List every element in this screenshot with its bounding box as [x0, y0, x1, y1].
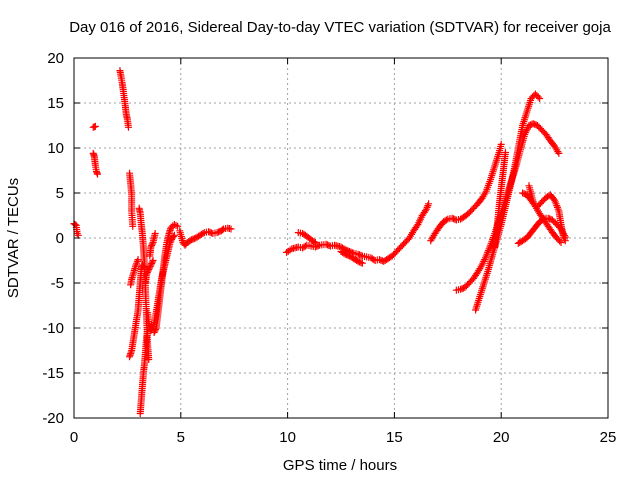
x-axis-label: GPS time / hours: [283, 457, 397, 474]
data-segment: [472, 90, 544, 314]
x-tick-label: 0: [70, 429, 78, 446]
data-point-marker: [199, 230, 207, 237]
data-point-marker: [442, 216, 450, 224]
data-segment: [126, 169, 137, 230]
data-segment: [126, 261, 148, 361]
data-point-marker: [529, 198, 537, 206]
data-point-marker: [538, 215, 546, 223]
data-segment: [534, 191, 569, 245]
y-tick-label: -15: [42, 365, 64, 382]
data-point-marker: [145, 356, 153, 363]
data-segment: [427, 140, 505, 245]
data-point-marker: [148, 260, 156, 267]
data-segment: [116, 67, 132, 131]
data-point-marker: [497, 140, 505, 148]
data-point-marker: [557, 239, 565, 246]
y-tick-label: -20: [42, 410, 64, 427]
data-segment: [283, 200, 433, 265]
data-point-marker: [148, 240, 156, 248]
data-point-marker: [143, 269, 151, 276]
data-point-marker: [218, 226, 226, 234]
data-segment: [89, 122, 99, 131]
data-segment: [294, 229, 319, 246]
data-point-marker: [311, 239, 319, 246]
y-tick-label: -5: [51, 275, 64, 292]
data-point-marker: [134, 256, 142, 264]
data-segment: [89, 149, 101, 178]
data-point-marker: [425, 200, 433, 208]
data-point-marker: [145, 264, 153, 272]
data-point-marker: [147, 261, 155, 269]
data-point-marker: [534, 93, 542, 101]
y-tick-label: 0: [56, 230, 64, 247]
data-point-marker: [129, 222, 137, 230]
data-segment: [146, 230, 159, 260]
y-tick-label: -10: [42, 320, 64, 337]
data-point-marker: [144, 267, 152, 275]
data-segment: [176, 224, 235, 249]
data-point-marker: [536, 95, 544, 102]
y-axis-label: SDTVAR / TECUs: [5, 178, 22, 298]
data-point-marker: [152, 326, 160, 333]
data-point-marker: [148, 242, 156, 249]
x-tick-label: 5: [177, 429, 185, 446]
y-tick-label: 20: [47, 50, 64, 67]
data-segment: [491, 149, 509, 251]
x-tick-label: 20: [493, 429, 510, 446]
data-point-marker: [124, 123, 132, 131]
y-tick-label: 5: [56, 185, 64, 202]
data-segment: [525, 182, 537, 206]
data-point-marker: [148, 258, 156, 266]
data-point-marker: [93, 170, 101, 178]
data-point-marker: [174, 222, 182, 230]
y-tick-label: 15: [47, 95, 64, 112]
data-point-marker: [227, 225, 235, 233]
chart-title: Day 016 of 2016, Sidereal Day-to-day VTE…: [69, 19, 611, 36]
data-segment: [142, 257, 157, 287]
data-point-marker: [91, 122, 99, 130]
data-point-marker: [146, 263, 154, 270]
data-layer: [70, 67, 569, 417]
tick-layer: 0 5 10 15 20 25 -20 -15 -10 -5 0 5 10 15 20: [42, 50, 616, 446]
data-point-marker: [151, 230, 159, 237]
data-segment: [337, 248, 366, 267]
grid-layer: [74, 58, 608, 418]
data-point-marker: [151, 327, 159, 335]
data-point-marker: [147, 243, 155, 251]
data-point-marker: [149, 257, 157, 264]
data-point-marker: [310, 238, 318, 246]
data-point-marker: [501, 149, 509, 156]
x-tick-label: 15: [386, 429, 403, 446]
x-tick-label: 10: [279, 429, 296, 446]
data-segment: [136, 326, 152, 417]
data-point-marker: [172, 221, 180, 229]
data-point-marker: [358, 259, 366, 267]
x-tick-label: 25: [600, 429, 617, 446]
data-point-marker: [145, 266, 153, 273]
data-point-marker: [143, 270, 151, 278]
data-point-marker: [150, 329, 158, 336]
data-segment: [127, 256, 142, 289]
data-segment: [150, 221, 182, 336]
data-point-marker: [561, 237, 569, 245]
y-tick-label: 10: [47, 140, 64, 157]
data-point-marker: [555, 149, 563, 157]
